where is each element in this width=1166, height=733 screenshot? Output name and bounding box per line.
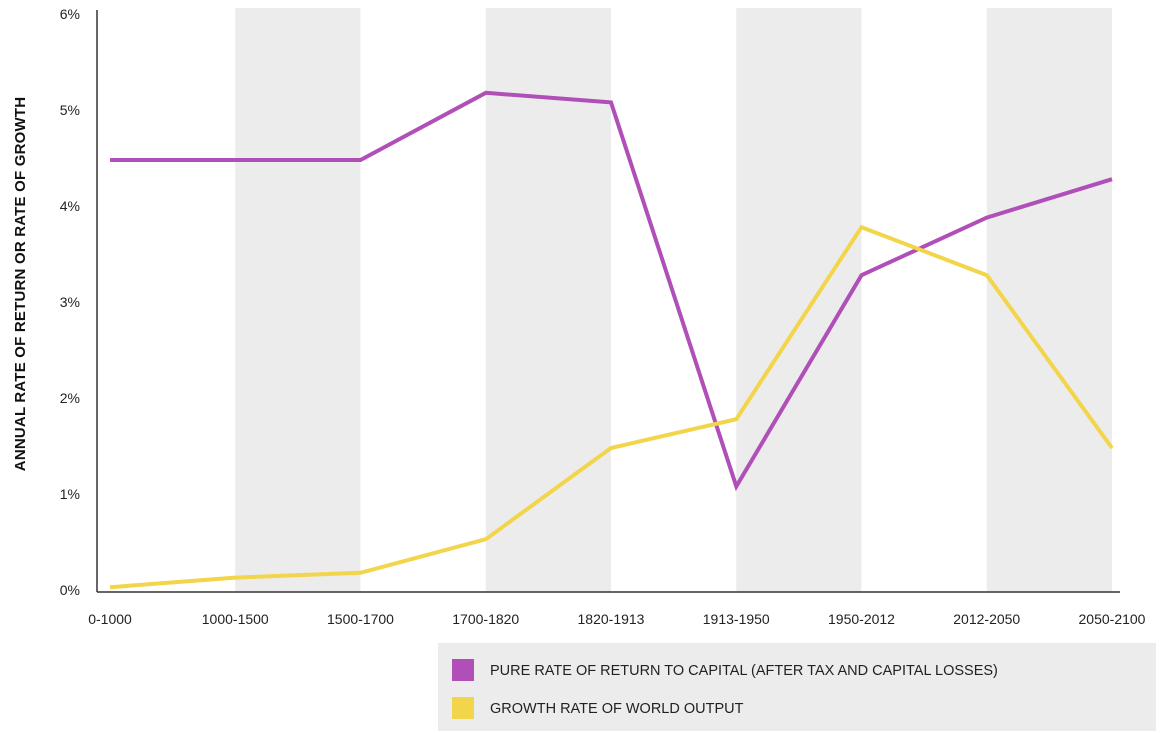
y-tick-labels: 0% 1% 2% 3% 4% 5% 6% (60, 6, 80, 598)
series-lines (109, 90, 1114, 590)
series-line-1 (110, 90, 1113, 492)
legend: PURE RATE OF RETURN TO CAPITAL (AFTER TA… (438, 643, 1156, 731)
y-tick-label: 0% (60, 582, 80, 598)
y-axis-label: ANNUAL RATE OF RETURN OR RATE OF GROWTH (12, 97, 29, 471)
y-tick-label: 3% (60, 294, 80, 310)
shaded-band (235, 8, 361, 592)
x-tick-label: 1950-2012 (828, 611, 895, 627)
y-tick-label: 4% (60, 198, 80, 214)
x-tick-label: 1700-1820 (452, 611, 519, 627)
legend-label: GROWTH RATE OF WORLD OUTPUT (490, 701, 744, 717)
axes (96, 10, 1120, 593)
y-tick-label: 2% (60, 390, 80, 406)
legend-swatch (452, 697, 474, 719)
x-tick-label: 1913-1950 (703, 611, 770, 627)
series-line-2 (109, 224, 1114, 590)
x-tick-label: 1000-1500 (202, 611, 269, 627)
shaded-band (736, 8, 862, 592)
shaded-band (986, 8, 1112, 592)
legend-background (438, 643, 1156, 731)
legend-swatch (452, 659, 474, 681)
x-tick-label: 2050-2100 (1079, 611, 1146, 627)
x-tick-label: 1820-1913 (578, 611, 645, 627)
x-tick-label: 1500-1700 (327, 611, 394, 627)
legend-label: PURE RATE OF RETURN TO CAPITAL (AFTER TA… (490, 663, 998, 679)
shaded-bands (235, 8, 1112, 592)
x-tick-label: 0-1000 (88, 611, 132, 627)
x-tick-labels: 0-1000 1000-1500 1500-1700 1700-1820 1820-19… (88, 611, 1145, 627)
y-tick-label: 5% (60, 102, 80, 118)
x-tick-label: 2012-2050 (953, 611, 1020, 627)
y-tick-label: 1% (60, 486, 80, 502)
y-tick-label: 6% (60, 6, 80, 22)
